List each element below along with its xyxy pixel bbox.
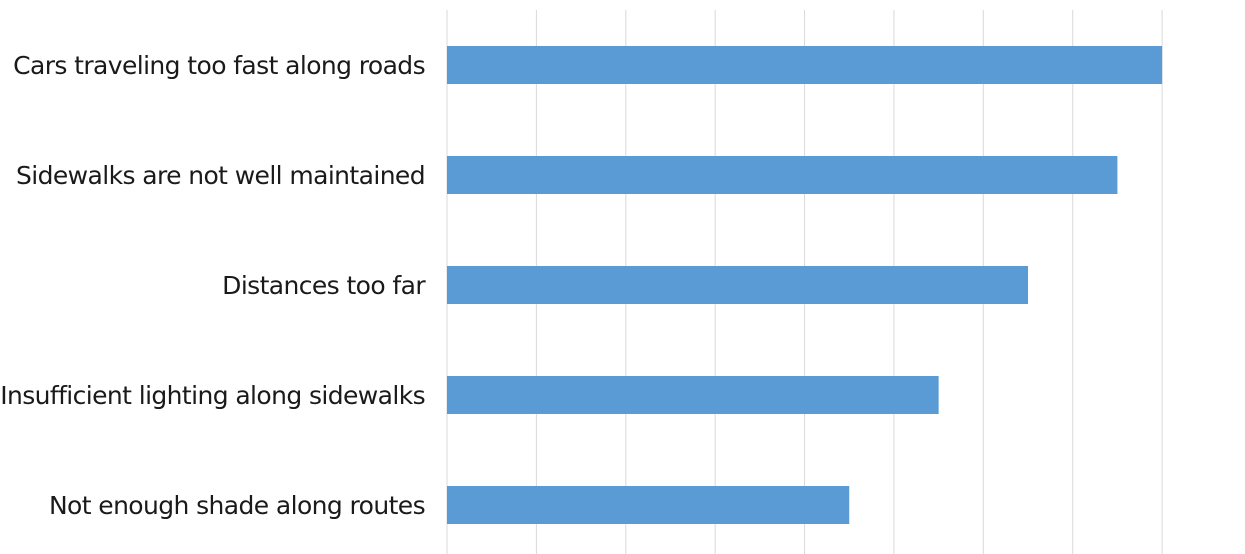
- category-label: Not enough shade along routes: [49, 491, 425, 520]
- bar: [447, 156, 1118, 194]
- bars: [447, 46, 1163, 524]
- bar: [447, 376, 939, 414]
- category-labels: Cars traveling too fast along roads Sidew…: [0, 51, 427, 520]
- category-label: Distances too far: [222, 271, 426, 300]
- category-label: Sidewalks are not well maintained: [16, 161, 425, 190]
- bar: [447, 46, 1163, 84]
- category-label: Insufficient lighting along sidewalks: [0, 381, 425, 410]
- category-label: Cars traveling too fast along roads: [13, 51, 425, 80]
- bar: [447, 486, 850, 524]
- bar: [447, 266, 1029, 304]
